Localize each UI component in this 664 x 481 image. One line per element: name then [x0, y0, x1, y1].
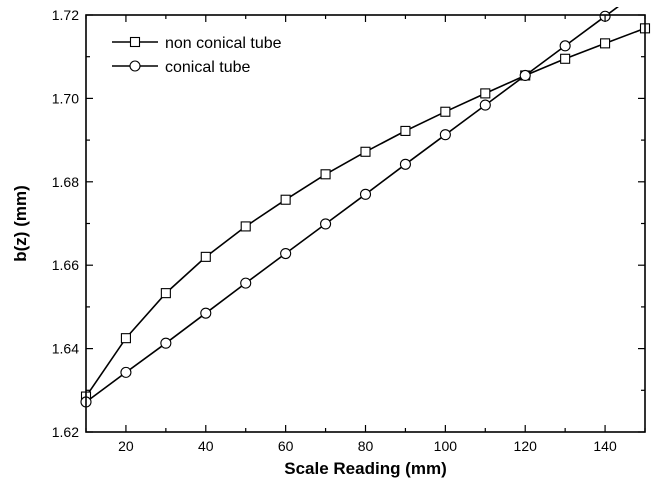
data-point [400, 125, 411, 136]
x-tick-label: 140 [593, 438, 617, 454]
data-point [359, 188, 372, 200]
data-point [440, 106, 451, 117]
legend-label: non conical tube [165, 35, 282, 52]
y-tick-label: 1.70 [52, 90, 79, 106]
data-point [439, 129, 451, 141]
data-point [479, 99, 491, 111]
data-point [519, 69, 531, 82]
data-point [399, 158, 411, 170]
legend-label: conical tube [165, 59, 250, 76]
data-point [160, 288, 171, 299]
x-tick-label: 120 [514, 438, 538, 454]
data-point [600, 38, 611, 49]
x-tick-label: 60 [278, 438, 294, 454]
x-axis-title: Scale Reading (mm) [284, 459, 447, 478]
y-tick-label: 1.62 [52, 424, 79, 440]
series-circle [80, 7, 619, 408]
y-tick-label: 1.72 [52, 7, 79, 23]
data-point [320, 218, 332, 230]
y-tick-label: 1.68 [52, 174, 79, 190]
data-point [160, 337, 172, 349]
legend-marker [129, 60, 141, 72]
data-point [560, 53, 571, 64]
plot-frame [85, 14, 646, 433]
y-axis-title: b(z) (mm) [11, 185, 30, 261]
legend: non conical tube conical tube [112, 35, 282, 76]
data-point [240, 221, 251, 232]
x-tick-label: 20 [118, 438, 134, 454]
x-tick-label: 40 [198, 438, 214, 454]
data-point [360, 146, 371, 157]
data-point [200, 251, 211, 262]
data-point [280, 194, 291, 205]
y-tick-label: 1.64 [52, 341, 79, 357]
data-point [559, 40, 571, 52]
data-point [280, 247, 292, 260]
data-point [200, 307, 212, 319]
axes: 20 40 60 80 100 120 140 1.62 1.64 1.66 1.68 1.70 1.7… [52, 7, 646, 454]
data-point [240, 277, 252, 289]
x-tick-label: 100 [434, 438, 458, 454]
data-point [120, 366, 132, 378]
data-point [320, 169, 331, 180]
legend-marker [129, 36, 141, 48]
x-tick-label: 80 [358, 438, 374, 454]
data-point [120, 333, 131, 344]
data-point [480, 88, 491, 99]
y-tick-label: 1.66 [52, 257, 79, 273]
